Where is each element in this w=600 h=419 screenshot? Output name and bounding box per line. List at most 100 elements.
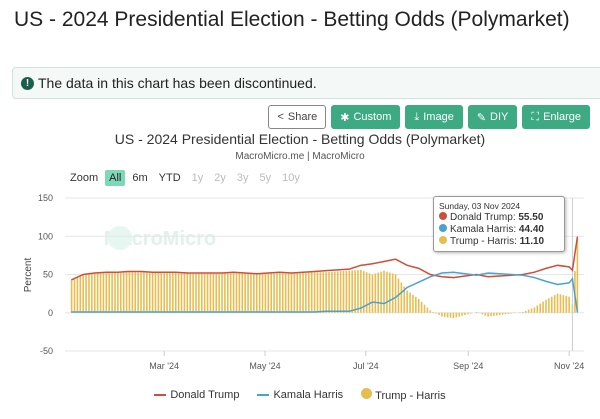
zoom-ytd[interactable]: YTD (158, 172, 181, 184)
image-label: Image (423, 111, 454, 123)
bar-trump-harris (524, 310, 527, 313)
bar-trump-harris (469, 312, 472, 314)
point-trump (128, 270, 131, 273)
bar-trump-harris (305, 272, 307, 313)
bar-trump-harris (203, 273, 206, 313)
bar-trump-harris (374, 273, 377, 313)
bar-trump-harris (79, 276, 82, 313)
line-donald-trump (71, 236, 579, 281)
custom-button[interactable]: ✱ Custom (331, 105, 401, 129)
bar-trump-harris (319, 272, 322, 313)
bar-trump-harris (128, 272, 131, 313)
bar-trump-harris (339, 271, 342, 313)
point-harris (464, 273, 466, 275)
bar-trump-harris (195, 273, 197, 313)
point-trump (256, 273, 258, 275)
image-button[interactable]: ⤓ Image (405, 105, 463, 129)
legend-item-harris[interactable]: Kamala Harris (257, 389, 343, 401)
legend-item-diff[interactable]: Trump - Harris (361, 388, 446, 402)
bar-trump-harris (432, 311, 434, 313)
point-harris (418, 281, 420, 283)
point-harris (325, 310, 327, 312)
tooltip-value: 11.10 (519, 236, 545, 247)
legend-label: Kamala Harris (273, 389, 344, 401)
download-icon: ⤓ (414, 110, 420, 123)
bar-trump-harris (496, 312, 498, 316)
bar-trump-harris (137, 272, 139, 313)
point-harris (383, 302, 385, 305)
gear-icon: ✱ (340, 111, 350, 124)
discontinued-notice: ! The data in this chart has been discont… (12, 67, 600, 99)
bar-trump-harris (82, 275, 84, 313)
bar-trump-harris (328, 272, 330, 313)
bar-trump-harris (388, 272, 391, 313)
point-trump (94, 272, 96, 274)
zoom-all[interactable]: All (105, 170, 126, 186)
tooltip-name: Donald Trump (450, 212, 513, 223)
bar-trump-harris (88, 274, 90, 313)
point-harris (290, 311, 293, 313)
bar-trump-harris (545, 299, 547, 313)
tooltip-value: 55.50 (518, 212, 544, 223)
point-trump (140, 270, 142, 273)
point-trump (429, 273, 431, 276)
bar-trump-harris (186, 273, 189, 313)
zoom-3y: 3y (236, 172, 249, 184)
point-trump (568, 266, 570, 268)
point-harris (394, 296, 397, 299)
bar-trump-harris (464, 312, 466, 316)
tooltip-row-diff: Trump - Harris: 11.10 (439, 236, 559, 248)
bar-trump-harris (290, 273, 293, 313)
bar-trump-harris (377, 272, 380, 313)
bar-trump-harris (302, 272, 304, 313)
bar-trump-harris (412, 294, 414, 313)
point-harris (152, 311, 154, 313)
legend-item-trump[interactable]: Donald Trump (154, 389, 239, 401)
bar-trump-harris (258, 274, 261, 313)
zoom-6m[interactable]: 6m (132, 172, 148, 184)
point-trump (267, 272, 269, 274)
bar-trump-harris (281, 273, 284, 313)
bar-trump-harris (157, 272, 160, 313)
point-harris (175, 311, 177, 313)
bar-trump-harris (487, 312, 489, 317)
x-tick-label: May '24 (249, 361, 280, 371)
point-trump (533, 271, 536, 273)
enlarge-button[interactable]: ⛶ Enlarge (522, 105, 590, 129)
y-axis-label: Percent (23, 258, 34, 293)
point-trump (348, 268, 350, 270)
enlarge-label: Enlarge (543, 111, 581, 123)
y-tick-label: 50 (43, 270, 53, 280)
bar-trump-harris (443, 312, 446, 317)
point-trump (198, 272, 200, 274)
point-trump (394, 258, 397, 260)
bar-trump-harris (383, 270, 385, 313)
bar-trump-harris (73, 279, 76, 313)
watermark: MacroMicro (104, 228, 216, 250)
line-kamala-harris (71, 271, 579, 313)
point-harris (406, 286, 408, 289)
point-trump (186, 272, 188, 274)
bar-trump-harris (293, 273, 296, 313)
bar-trump-harris (172, 272, 174, 313)
bar-trump-harris (270, 273, 272, 313)
bar-trump-harris (111, 272, 113, 313)
share-label: Share (287, 111, 318, 123)
bar-trump-harris (287, 273, 290, 313)
bar-trump-harris (166, 272, 168, 313)
tooltip-value: 44.40 (518, 224, 544, 235)
chart-title: US - 2024 Presidential Election - Bettin… (114, 131, 486, 147)
bar-trump-harris (235, 273, 238, 313)
chart-subtitle: MacroMicro.me | MacroMicro (235, 151, 365, 162)
share-button[interactable]: < Share (268, 105, 327, 129)
bar-trump-harris (169, 272, 171, 313)
diy-button[interactable]: ✎ DIY (467, 105, 518, 129)
point-harris (510, 273, 512, 276)
bar-trump-harris (212, 273, 215, 313)
bar-trump-harris (241, 273, 244, 313)
bar-trump-harris (449, 312, 452, 318)
bar-trump-harris (380, 271, 382, 313)
point-harris (244, 311, 246, 313)
point-trump (117, 271, 119, 273)
